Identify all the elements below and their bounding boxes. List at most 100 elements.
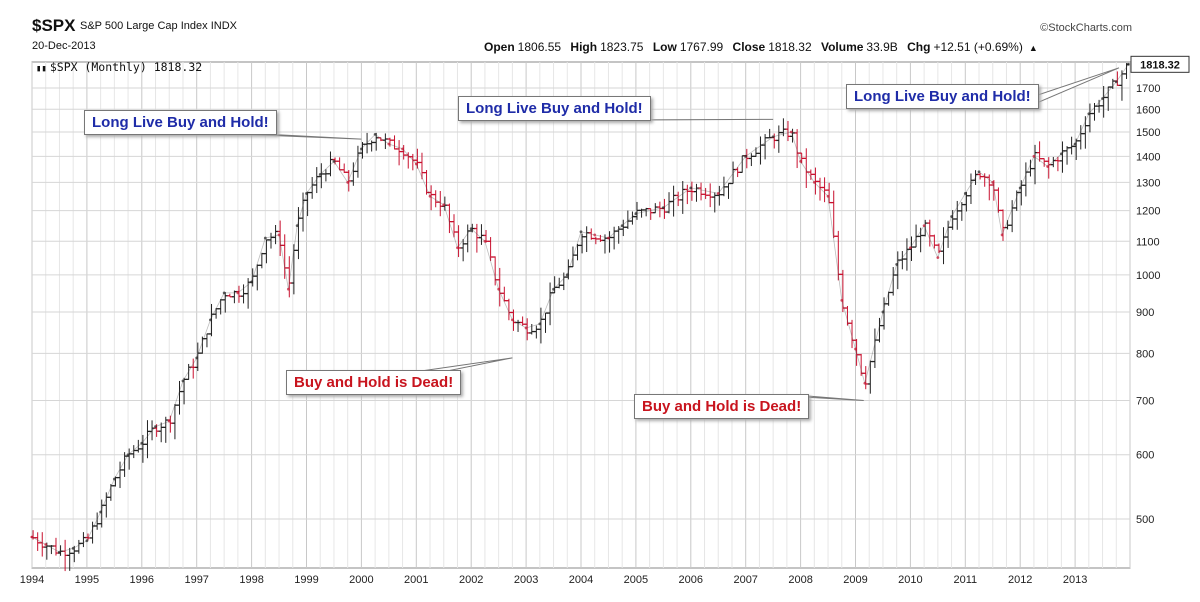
close-point xyxy=(1073,142,1077,146)
high-label: High xyxy=(570,40,598,54)
x-tick-label: 2007 xyxy=(733,574,757,586)
close-point xyxy=(538,322,542,326)
close-point xyxy=(209,318,212,322)
chg-value: +12.51 (+0.69%) xyxy=(933,40,1023,54)
y-tick-label: 1700 xyxy=(1136,83,1160,95)
volume-value: 33.9B xyxy=(866,40,898,54)
x-tick-label: 2008 xyxy=(788,574,812,586)
close-label: Close xyxy=(732,40,766,54)
close-point xyxy=(895,263,899,266)
close-point xyxy=(579,230,583,234)
close-point xyxy=(552,287,555,291)
x-tick-label: 1998 xyxy=(239,574,263,586)
close-point xyxy=(689,186,693,190)
ohlc-readout: Open 1806.55 High 1823.75 Low 1767.99 Close… xyxy=(484,40,1038,54)
close-point xyxy=(154,425,157,428)
close-point xyxy=(71,546,75,550)
close-point xyxy=(826,194,830,198)
close-point xyxy=(58,550,61,554)
volume-label: Volume xyxy=(820,40,864,54)
close-point xyxy=(85,539,89,543)
close-point xyxy=(263,236,267,240)
close-point xyxy=(950,215,953,218)
x-tick-label: 2002 xyxy=(459,574,483,586)
close-point xyxy=(236,291,240,295)
close-point xyxy=(812,181,816,184)
close-point xyxy=(789,130,793,134)
close-point xyxy=(1126,62,1130,66)
low-label: Low xyxy=(652,40,677,54)
close-point xyxy=(305,192,308,195)
close-point xyxy=(414,162,418,166)
close-point xyxy=(607,236,610,240)
high-value: 1823.75 xyxy=(600,40,644,54)
close-point xyxy=(286,287,290,291)
x-tick-label: 1995 xyxy=(75,574,99,586)
close-point xyxy=(318,172,322,176)
close-point xyxy=(387,142,391,146)
candlestick-icon: ▮▮ xyxy=(36,64,47,74)
index-name-text: S&P 500 Large Cap Index xyxy=(80,20,208,32)
close-point xyxy=(497,287,501,291)
chart-header: $SPX S&P 500 Large Cap Index INDX 20-Dec… xyxy=(0,0,1200,64)
close-point xyxy=(963,192,967,195)
close-point xyxy=(1087,112,1091,116)
y-tick-label: 1500 xyxy=(1136,127,1160,139)
close-point xyxy=(332,159,336,163)
y-tick-label: 800 xyxy=(1136,348,1154,360)
close-point xyxy=(593,233,597,237)
annotation-callout: Long Live Buy and Hold! xyxy=(846,84,1039,109)
x-tick-label: 2013 xyxy=(1063,574,1087,586)
y-tick-label: 1100 xyxy=(1136,236,1160,248)
x-tick-label: 2006 xyxy=(679,574,703,586)
chg-up-arrow-icon: ▲ xyxy=(1028,43,1038,53)
close-point xyxy=(565,273,569,277)
y-tick-label: 600 xyxy=(1136,450,1154,462)
annotation-callout: Long Live Buy and Hold! xyxy=(458,96,651,121)
close-point xyxy=(295,224,299,228)
chart-date: 20-Dec-2013 xyxy=(32,40,96,52)
annotation-callout: Long Live Buy and Hold! xyxy=(84,110,277,135)
stockcharts-credit: ©StockCharts.com xyxy=(1040,22,1132,34)
close-point xyxy=(277,233,281,237)
close-point xyxy=(936,256,940,260)
close-point xyxy=(524,326,528,330)
close-point xyxy=(222,291,226,295)
close-point xyxy=(483,239,487,243)
x-tick-label: 1997 xyxy=(184,574,208,586)
close-point xyxy=(1018,186,1022,190)
close-point xyxy=(373,132,377,136)
close-value: 1818.32 xyxy=(768,40,812,54)
close-point xyxy=(250,280,254,284)
close-point xyxy=(30,535,34,539)
index-name: S&P 500 Large Cap Index INDX xyxy=(80,20,237,32)
close-point xyxy=(360,147,363,151)
close-point xyxy=(977,170,981,174)
y-tick-label: 1000 xyxy=(1136,270,1160,282)
close-point xyxy=(1101,97,1104,100)
close-point xyxy=(167,419,171,423)
close-point xyxy=(1000,233,1004,237)
x-tick-label: 2004 xyxy=(569,574,593,586)
close-point xyxy=(863,381,867,385)
close-point xyxy=(401,147,404,151)
ticker-symbol: $SPX xyxy=(32,16,76,35)
y-tick-label: 1200 xyxy=(1136,206,1160,218)
close-point xyxy=(469,227,473,231)
y-tick-label: 900 xyxy=(1136,307,1154,319)
close-point xyxy=(456,246,459,250)
last-price-tag-box xyxy=(1130,55,1190,73)
close-point xyxy=(1059,152,1063,156)
exchange-label: INDX xyxy=(210,20,237,32)
open-label: Open xyxy=(484,40,515,54)
close-point xyxy=(1046,165,1050,168)
close-point xyxy=(1032,154,1036,158)
series-label-text: $SPX (Monthly) 1818.32 xyxy=(49,60,203,74)
close-point xyxy=(909,246,912,250)
close-point xyxy=(840,298,844,302)
y-tick-label: 1300 xyxy=(1136,177,1160,189)
x-tick-label: 2011 xyxy=(953,574,977,586)
x-tick-label: 2010 xyxy=(898,574,922,586)
x-tick-label: 1999 xyxy=(294,574,318,586)
